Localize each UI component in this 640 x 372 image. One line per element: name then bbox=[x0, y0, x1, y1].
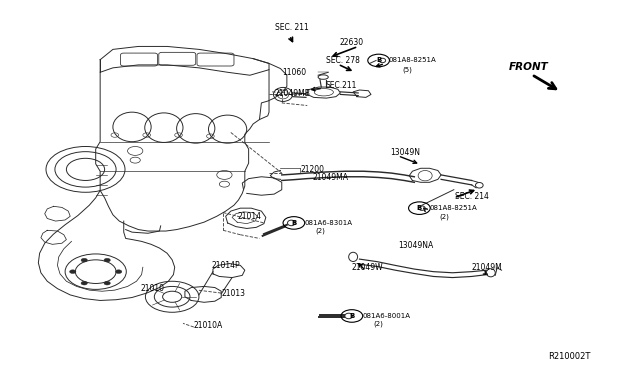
Text: 21010: 21010 bbox=[140, 284, 164, 293]
Text: R210002T: R210002T bbox=[548, 352, 591, 361]
Text: (5): (5) bbox=[403, 67, 413, 73]
Text: SEC. 211: SEC. 211 bbox=[275, 23, 309, 32]
Circle shape bbox=[70, 270, 76, 273]
Circle shape bbox=[104, 258, 110, 262]
Text: 081A8-8251A: 081A8-8251A bbox=[429, 205, 477, 211]
Text: 081A8-8251A: 081A8-8251A bbox=[389, 57, 436, 64]
Text: 13049N: 13049N bbox=[390, 148, 420, 157]
Text: B: B bbox=[291, 220, 296, 226]
Text: B: B bbox=[417, 205, 422, 211]
Text: 13049NA: 13049NA bbox=[397, 241, 433, 250]
Circle shape bbox=[81, 258, 88, 262]
Text: 11060: 11060 bbox=[282, 68, 306, 77]
Text: 21013: 21013 bbox=[221, 289, 245, 298]
Text: 21049W: 21049W bbox=[352, 263, 383, 272]
Text: (2): (2) bbox=[373, 321, 383, 327]
Circle shape bbox=[81, 281, 88, 285]
Text: 081A6-8001A: 081A6-8001A bbox=[363, 313, 411, 319]
Text: 22630: 22630 bbox=[339, 38, 364, 46]
Text: 21049MA: 21049MA bbox=[312, 173, 348, 182]
Text: 21200: 21200 bbox=[301, 165, 325, 174]
Text: SEC. 278: SEC. 278 bbox=[326, 56, 360, 65]
Text: B: B bbox=[376, 57, 381, 64]
Text: 21010A: 21010A bbox=[194, 321, 223, 330]
Text: FRONT: FRONT bbox=[509, 62, 549, 72]
Text: 21049MB: 21049MB bbox=[274, 89, 310, 98]
Text: SEC. 214: SEC. 214 bbox=[455, 192, 489, 201]
Circle shape bbox=[104, 281, 110, 285]
Text: 081A6-8301A: 081A6-8301A bbox=[304, 220, 352, 226]
Text: B: B bbox=[349, 313, 355, 319]
Text: 21014: 21014 bbox=[237, 212, 261, 221]
Text: 21049M: 21049M bbox=[472, 263, 502, 272]
Text: (2): (2) bbox=[440, 213, 450, 219]
Circle shape bbox=[115, 270, 122, 273]
Text: (2): (2) bbox=[316, 228, 325, 234]
Text: SEC.211: SEC.211 bbox=[325, 81, 356, 90]
Text: 21014P: 21014P bbox=[212, 261, 240, 270]
